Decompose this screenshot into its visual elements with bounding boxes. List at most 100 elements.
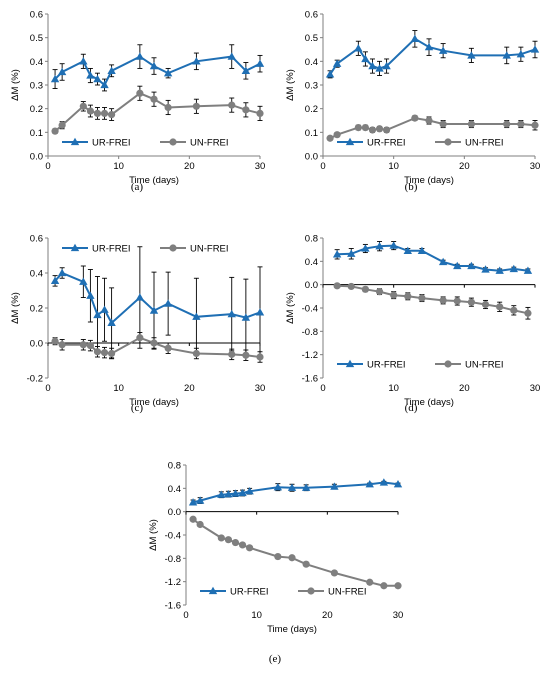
- data-point: [332, 59, 342, 67]
- data-point: [382, 61, 391, 70]
- data-point: [411, 114, 419, 122]
- legend-marker: [169, 244, 177, 252]
- data-point: [481, 300, 490, 309]
- data-point: [361, 54, 370, 63]
- legend-label: UN-FREI: [190, 244, 229, 255]
- data-point: [333, 282, 341, 290]
- data-point: [403, 246, 412, 254]
- data-point: [149, 61, 159, 70]
- data-point: [150, 95, 158, 103]
- data-point: [368, 61, 377, 70]
- x-tick-label: 30: [530, 383, 541, 394]
- data-point: [273, 482, 283, 491]
- data-point: [93, 310, 102, 319]
- legend-label: UR-FREI: [230, 587, 269, 598]
- x-tick-label: 10: [388, 383, 399, 394]
- data-point: [439, 120, 447, 128]
- x-tick-label: 0: [183, 610, 188, 621]
- legend-label: UR-FREI: [367, 360, 406, 371]
- data-point: [375, 64, 384, 72]
- y-tick-label: 0.4: [30, 57, 43, 68]
- y-axis-label: ΔM (%): [285, 69, 296, 101]
- legend-label: UR-FREI: [92, 244, 131, 255]
- data-point: [503, 120, 511, 128]
- chart-panel-e: -1.6 -1.2 -0.8 -0.4 0.0 0.4 0.8 0 10 20 30 Time (da…: [148, 461, 403, 636]
- legend-label: UN-FREI: [190, 138, 229, 149]
- data-point: [347, 282, 355, 291]
- data-point: [79, 102, 87, 110]
- data-point: [380, 582, 388, 590]
- data-point: [326, 134, 334, 142]
- data-point: [389, 241, 398, 249]
- series-un-frei: [326, 114, 539, 142]
- data-point: [192, 57, 201, 65]
- data-point: [410, 34, 420, 42]
- data-point: [93, 74, 102, 83]
- data-point: [57, 67, 67, 76]
- y-tick-label: 0.3: [305, 81, 318, 92]
- x-tick-label: 10: [251, 610, 262, 621]
- data-point: [368, 126, 377, 134]
- x-tick-label: 0: [45, 161, 50, 172]
- y-tick-label: 0.2: [305, 104, 318, 115]
- data-point: [375, 288, 384, 296]
- series-un-frei: [51, 332, 264, 363]
- legend-label: UN-FREI: [328, 587, 367, 598]
- legend-marker: [208, 586, 218, 595]
- series-ur-frei: [50, 44, 265, 92]
- x-tick-label: 10: [113, 383, 124, 394]
- data-point: [288, 554, 296, 562]
- legend: UR-FREI UN-FREI: [62, 244, 229, 255]
- x-axis-label: Time (days): [129, 175, 179, 186]
- y-tick-label: 0.6: [30, 234, 43, 245]
- data-point: [189, 515, 197, 523]
- data-point: [135, 52, 145, 60]
- series-line: [54, 55, 261, 87]
- y-tick-label: 0.2: [30, 104, 43, 115]
- data-point: [100, 109, 109, 117]
- panel-caption: (b): [405, 181, 418, 193]
- data-point: [256, 353, 264, 361]
- y-tick-label: 0.5: [30, 33, 43, 44]
- data-point: [227, 52, 236, 60]
- data-point: [57, 268, 67, 277]
- data-point: [164, 344, 172, 352]
- y-tick-label: -1.2: [165, 577, 181, 588]
- x-tick-label: 30: [530, 161, 541, 172]
- y-tick-label: 0.0: [168, 507, 181, 518]
- data-point: [93, 109, 102, 117]
- data-point: [135, 293, 145, 301]
- data-point: [108, 349, 116, 358]
- chart-panel-c: -0.2 0.0 0.2 0.4 0.6 0 10 20 30 Time (days) ΔM (%)…: [10, 234, 265, 409]
- data-point: [287, 483, 297, 491]
- data-point: [330, 569, 338, 577]
- series-un-frei: [333, 282, 532, 320]
- chart-panel-d: -1.6 -1.2 -0.8 -0.4 0.0 0.4 0.8 0 10 20 30 Time (da…: [285, 234, 540, 409]
- y-axis-label: ΔM (%): [10, 69, 21, 101]
- legend-label: UR-FREI: [92, 138, 131, 149]
- data-point: [502, 51, 511, 59]
- series-ur-frei: [325, 30, 540, 79]
- data-point: [58, 121, 66, 129]
- series-un-frei: [51, 85, 264, 135]
- data-point: [509, 264, 518, 273]
- x-axis-label: Time (days): [404, 175, 454, 186]
- data-point: [438, 46, 448, 54]
- y-tick-label: 0.0: [305, 280, 318, 291]
- y-tick-label: -0.4: [302, 304, 318, 315]
- series-ur-frei: [188, 478, 403, 506]
- data-point: [217, 490, 226, 498]
- data-point: [93, 348, 102, 356]
- panel-caption: (c): [131, 402, 144, 414]
- data-point: [418, 294, 426, 302]
- data-point: [224, 536, 232, 544]
- data-point: [227, 309, 236, 318]
- data-point: [425, 116, 433, 125]
- data-point: [217, 534, 225, 542]
- y-tick-label: 0.4: [305, 257, 318, 268]
- data-point: [192, 349, 200, 358]
- data-point: [531, 121, 539, 129]
- data-point: [495, 266, 504, 274]
- data-point: [231, 538, 240, 547]
